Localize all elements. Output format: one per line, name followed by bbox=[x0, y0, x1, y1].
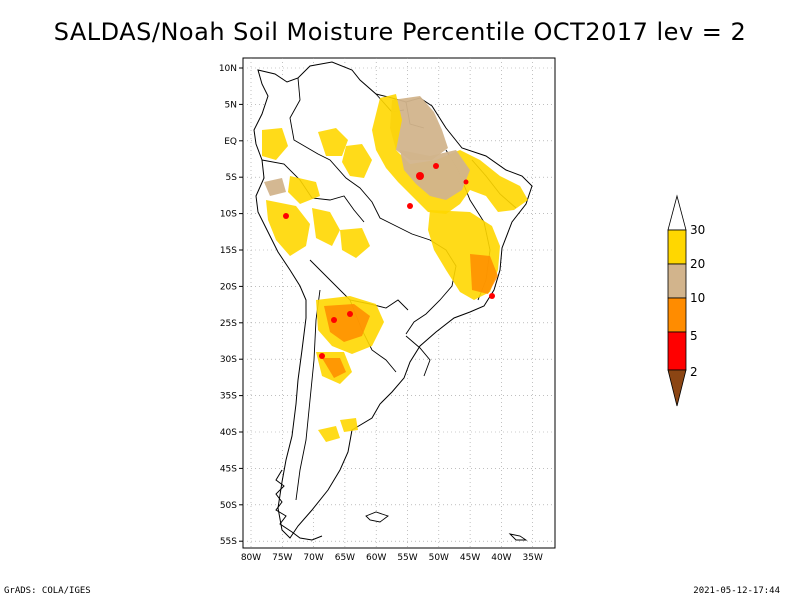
lat-label: 20S bbox=[220, 282, 237, 292]
lat-label: EQ bbox=[224, 137, 237, 147]
lat-label: 15S bbox=[220, 246, 237, 256]
timestamp: 2021-05-12-17:44 bbox=[693, 586, 780, 596]
legend-swatch-30 bbox=[667, 229, 687, 265]
lat-label: 25S bbox=[220, 319, 237, 329]
lat-label: 5S bbox=[226, 173, 238, 183]
lat-label: 35S bbox=[220, 392, 237, 402]
lon-label: 50W bbox=[429, 553, 449, 563]
lat-label: 45S bbox=[220, 464, 237, 474]
lon-label: 45W bbox=[460, 553, 480, 563]
legend-label-2: 2 bbox=[690, 365, 698, 379]
grads-credit: GrADS: COLA/IGES bbox=[4, 586, 91, 596]
legend-label-30: 30 bbox=[690, 223, 705, 237]
lon-label: 70W bbox=[303, 553, 323, 563]
lat-label: 10S bbox=[220, 210, 237, 220]
lon-label: 40W bbox=[491, 553, 511, 563]
legend-label-5: 5 bbox=[690, 329, 698, 343]
lat-label: 5N bbox=[225, 100, 237, 110]
lat-label: 50S bbox=[220, 501, 237, 511]
lon-label: 55W bbox=[397, 553, 417, 563]
legend-swatch-10 bbox=[667, 297, 687, 333]
lat-label: 30S bbox=[220, 355, 237, 365]
map-title: SALDAS/Noah Soil Moisture Percentile OCT… bbox=[53, 18, 747, 46]
lat-label: 10N bbox=[219, 64, 237, 74]
legend-cap-top bbox=[667, 194, 687, 231]
lon-label: 75W bbox=[272, 553, 292, 563]
lon-label: 60W bbox=[366, 553, 386, 563]
percentile-shading bbox=[262, 94, 528, 442]
latitude-labels: 10N 5N EQ 5S 10S 15S 20S 25S 30S 35S 40S 45S 50S 55S bbox=[219, 64, 243, 547]
lon-label: 35W bbox=[523, 553, 543, 563]
lat-label: 40S bbox=[220, 428, 237, 438]
legend-swatch-20 bbox=[667, 263, 687, 299]
lat-label: 55S bbox=[220, 537, 237, 547]
legend-label-20: 20 bbox=[690, 257, 705, 271]
legend-cap-bottom bbox=[667, 369, 687, 407]
lon-label: 80W bbox=[241, 553, 261, 563]
longitude-labels: 80W 75W 70W 65W 60W 55W 50W 45W 40W 35W bbox=[241, 553, 543, 563]
legend-label-10: 10 bbox=[690, 291, 705, 305]
color-legend: 30 20 10 5 2 bbox=[667, 194, 705, 407]
lon-label: 65W bbox=[335, 553, 355, 563]
legend-swatch-5 bbox=[667, 331, 687, 371]
